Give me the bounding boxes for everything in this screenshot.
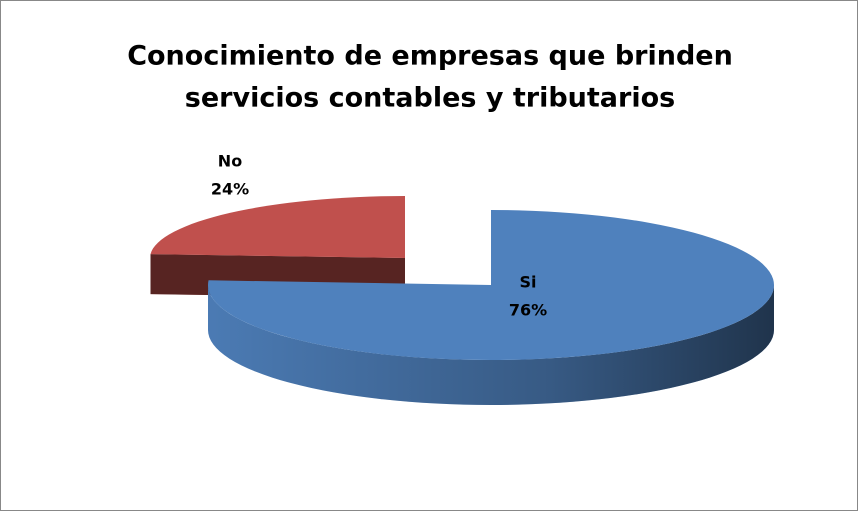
slice-top	[208, 210, 775, 360]
pie: No 24% Si 76%	[150, 152, 775, 405]
slice-side-shade	[208, 285, 774, 405]
slice-top	[150, 196, 405, 258]
chart-title: servicios contables y tributarios	[185, 83, 675, 114]
slice-label-value: 76%	[509, 301, 547, 320]
slice	[208, 210, 775, 405]
slice-label-name: No	[218, 152, 242, 171]
slice-label-value: 24%	[211, 180, 249, 199]
chart-title: Conocimiento de empresas que brinden	[127, 41, 733, 72]
slice-label-name: Si	[519, 273, 536, 292]
